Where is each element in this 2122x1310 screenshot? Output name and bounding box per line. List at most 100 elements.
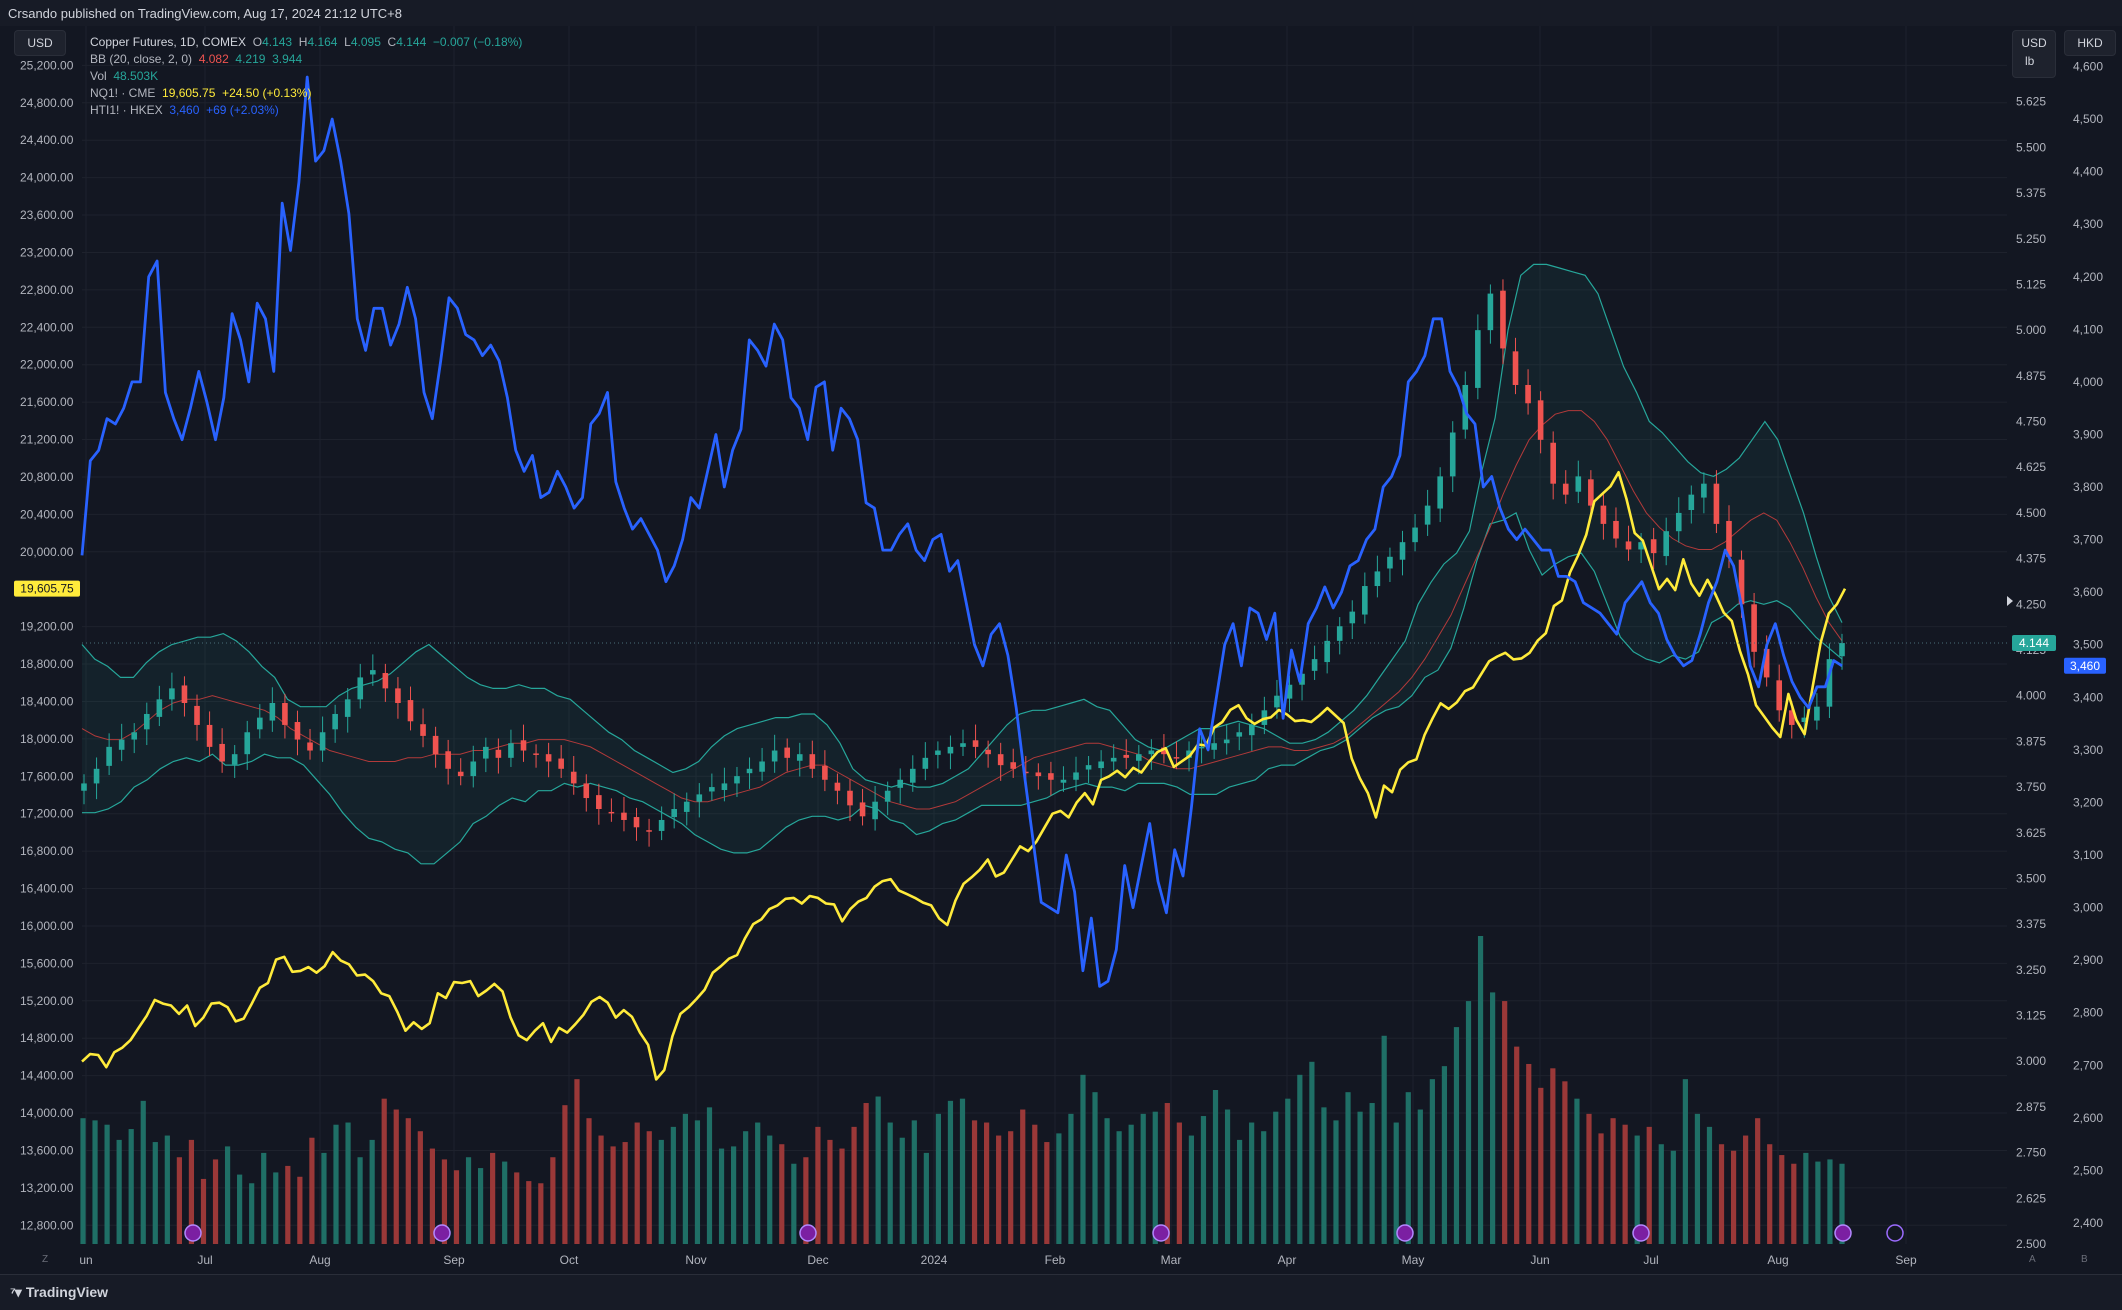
candle-body: [1512, 351, 1519, 385]
candle-body: [771, 750, 778, 762]
mid-tick-label: 5.250: [2016, 232, 2046, 246]
volume-bar: [92, 1120, 98, 1244]
volume-bar: [1261, 1131, 1267, 1244]
volume-bar: [791, 1163, 797, 1244]
candle-body: [1349, 611, 1356, 624]
volume-bar: [1369, 1103, 1375, 1244]
candle-body: [872, 801, 878, 820]
bottom-left-corner[interactable]: Z: [42, 1254, 49, 1265]
x-tick-label: Feb: [1045, 1253, 1066, 1267]
candle-body: [784, 747, 790, 758]
legend-hti[interactable]: HTI1! · HKEX 3,460 +69 (+2.03%): [90, 102, 522, 119]
legend-hti-name: HTI1! · HKEX: [90, 103, 163, 117]
candle-body: [859, 802, 866, 817]
candle-body: [935, 750, 941, 755]
volume-bar: [1827, 1159, 1833, 1244]
candle-body: [847, 790, 853, 806]
candle-body: [1286, 684, 1293, 699]
volume-bar: [369, 1139, 375, 1244]
mid-tick-label: 4.375: [2016, 552, 2046, 566]
volume-bar: [1345, 1092, 1351, 1244]
event-marker-icon: [184, 1224, 202, 1242]
hkd-currency-button[interactable]: HKD: [2064, 30, 2116, 56]
left-tick-label: 16,000.00: [20, 919, 74, 933]
x-tick-label: Nov: [685, 1253, 706, 1267]
candle-body: [1713, 483, 1720, 524]
volume-bar: [357, 1157, 363, 1244]
candle-body: [257, 717, 263, 730]
volume-bar: [706, 1107, 713, 1244]
candle-body: [796, 754, 803, 761]
volume-bar: [1477, 936, 1484, 1244]
mid-tick-label: 5.625: [2016, 95, 2046, 109]
volume-bar: [309, 1137, 315, 1244]
right-currency-button[interactable]: USD lb: [2012, 30, 2056, 78]
left-tick-label: 16,400.00: [20, 882, 74, 896]
volume-bar: [237, 1174, 243, 1244]
candle-body: [646, 830, 652, 832]
legend-bb[interactable]: BB (20, close, 2, 0) 4.082 4.219 3.944: [90, 51, 522, 68]
candle-body: [1211, 743, 1217, 750]
left-currency-button[interactable]: USD: [14, 30, 66, 56]
legend-copper[interactable]: Copper Futures, 1D, COMEX O4.143 H4.164 …: [90, 34, 522, 51]
volume-bar: [1526, 1063, 1532, 1244]
volume-bar: [1032, 1124, 1038, 1244]
candle-body: [344, 699, 351, 717]
candle-body: [759, 761, 765, 772]
right-tick-label: 2,600: [2073, 1111, 2103, 1125]
candle-body: [219, 743, 225, 762]
mid-tick-label: 3.375: [2016, 917, 2046, 931]
legend-nq[interactable]: NQ1! · CME 19,605.75 +24.50 (+0.13%): [90, 85, 522, 102]
candle-body: [1600, 505, 1607, 524]
mid-tick-label: 3.750: [2016, 780, 2046, 794]
candle-body: [897, 779, 904, 788]
bottom-bar: ⁷▾ TradingView: [0, 1274, 2122, 1310]
candle-body: [307, 742, 313, 751]
candle-body: [508, 743, 514, 758]
candle-body: [106, 746, 112, 766]
tradingview-logo[interactable]: ⁷▾ TradingView: [10, 1284, 108, 1301]
candle-body: [483, 746, 489, 759]
legend-vol[interactable]: Vol 48.503K: [90, 68, 522, 85]
nq-line: [81, 471, 1847, 1081]
candle-body: [734, 776, 740, 784]
volume-bar: [971, 1120, 978, 1244]
legend-nq-change: +24.50 (+0.13%): [222, 86, 312, 100]
volume-bar: [1658, 1144, 1664, 1244]
event-marker-icon: [1396, 1224, 1414, 1242]
volume-bar: [1803, 1152, 1809, 1244]
volume-bar: [598, 1135, 604, 1244]
candle-body: [445, 751, 451, 769]
volume-bar: [1333, 1120, 1339, 1244]
volume-bar: [1779, 1155, 1785, 1244]
candle-body: [1336, 626, 1343, 641]
chart-canvas[interactable]: un Jul Aug Sep Oct Nov Dec 2024 Feb Mar Apr May Jun J…: [0, 26, 2122, 1274]
bottom-right-corner-b[interactable]: B: [2081, 1254, 2088, 1265]
candle-body: [1525, 384, 1531, 404]
candle-body: [1148, 750, 1155, 755]
candle-body: [922, 757, 929, 769]
left-tick-label: 22,400.00: [20, 320, 74, 334]
volume-bar: [1297, 1074, 1303, 1244]
candle-body: [1223, 739, 1230, 744]
volume-bar: [1104, 1118, 1110, 1244]
candle-body: [947, 746, 954, 754]
volume-bar: [502, 1161, 508, 1244]
candle-body: [269, 703, 276, 721]
left-tick-label: 17,200.00: [20, 807, 74, 821]
volume-bar: [261, 1152, 267, 1244]
legend-h: 4.164: [307, 35, 338, 49]
volume-bar: [1610, 1118, 1616, 1244]
bb-basis-line: [81, 410, 1843, 810]
legend-o-label: O: [252, 35, 263, 49]
volume-bar: [1381, 1035, 1387, 1244]
volume-bar: [405, 1118, 411, 1244]
left-tick-label: 13,200.00: [20, 1181, 74, 1195]
volume-bar: [1550, 1068, 1556, 1244]
bottom-right-corner-a[interactable]: A: [2029, 1254, 2036, 1265]
candle-body: [1249, 724, 1255, 736]
left-tick-label: 18,800.00: [20, 657, 74, 671]
volume-bar: [1140, 1113, 1146, 1244]
volume-bar: [574, 1079, 580, 1244]
volume-bar: [851, 1126, 857, 1244]
